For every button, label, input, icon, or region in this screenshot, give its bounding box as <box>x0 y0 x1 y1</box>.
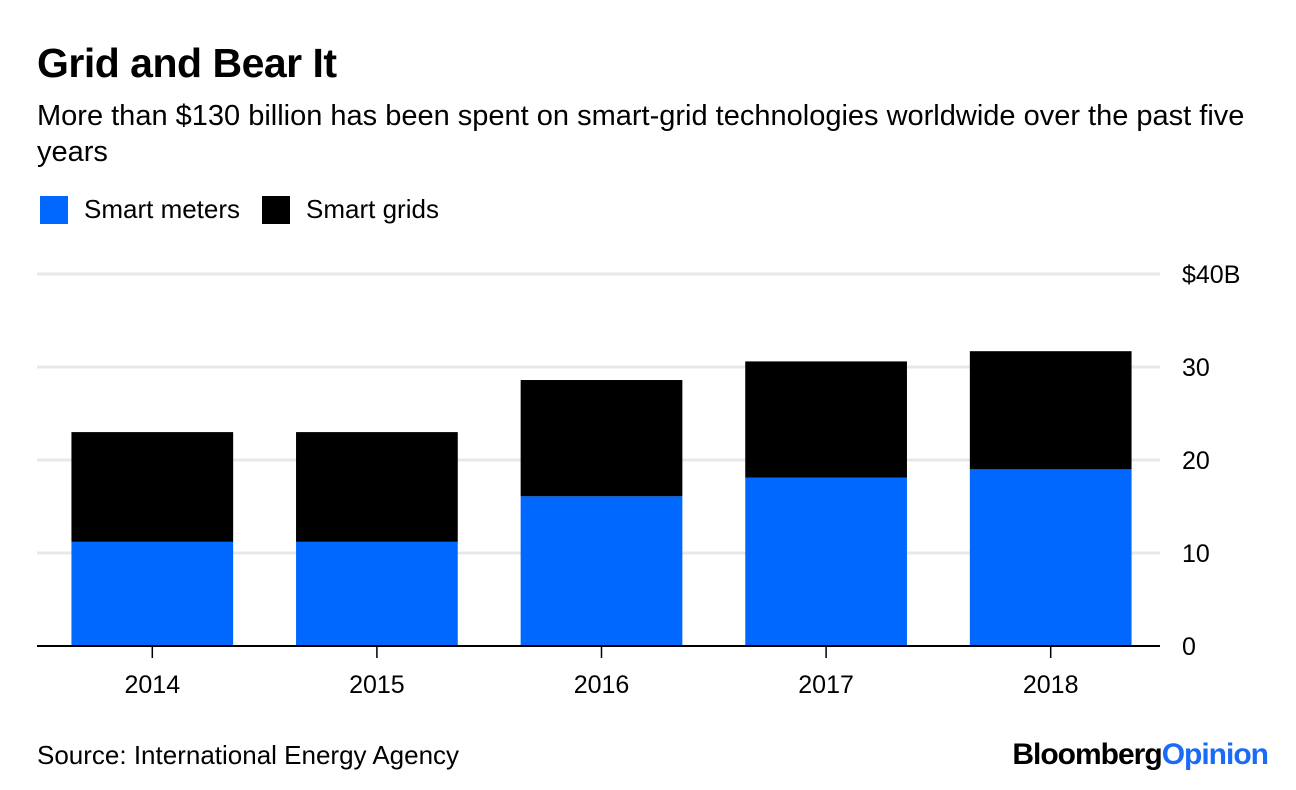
x-tick-label: 2017 <box>798 671 854 699</box>
y-tick-label: 0 <box>1182 633 1196 661</box>
bar-smart-grids-2014 <box>71 432 234 542</box>
bar-smart-meters-2017 <box>745 477 907 646</box>
y-tick-label: 30 <box>1182 354 1210 382</box>
bar-smart-grids-2017 <box>745 361 907 478</box>
x-tick-label: 2014 <box>124 671 180 699</box>
chart-title: Grid and Bear It <box>37 40 337 86</box>
bar-smart-meters-2015 <box>296 541 458 646</box>
source-note: Source: International Energy Agency <box>37 740 460 770</box>
x-tick-label: 2015 <box>349 671 405 699</box>
bar-smart-meters-2014 <box>71 541 234 646</box>
legend-item-smart-grids: Smart grids <box>262 194 439 225</box>
bar-smart-grids-2018 <box>969 351 1132 470</box>
legend-swatch-smart-grids <box>262 195 291 224</box>
chart-subtitle: More than $130 billion has been spent on… <box>37 100 1245 168</box>
bar-smart-meters-2016 <box>520 496 683 646</box>
bar-smart-meters-2018 <box>969 469 1132 646</box>
y-tick-label: 20 <box>1182 447 1210 475</box>
brand-logo: BloombergOpinion <box>1012 738 1269 772</box>
legend-item-smart-meters: Smart meters <box>40 194 240 225</box>
legend-swatch-smart-meters <box>40 195 68 224</box>
bar-smart-grids-2016 <box>520 380 683 497</box>
x-tick-label: 2016 <box>574 671 630 699</box>
bar-smart-grids-2015 <box>296 432 458 542</box>
legend-label-smart-meters: Smart meters <box>84 194 241 224</box>
legend: Smart meters Smart grids <box>40 194 461 225</box>
x-tick-label: 2018 <box>1023 671 1079 699</box>
y-tick-label: 10 <box>1182 540 1210 568</box>
legend-label-smart-grids: Smart grids <box>306 194 439 224</box>
y-tick-label: $40B <box>1182 261 1240 289</box>
brand-bloomberg: Bloomberg <box>1012 738 1162 771</box>
brand-opinion: Opinion <box>1161 738 1269 771</box>
